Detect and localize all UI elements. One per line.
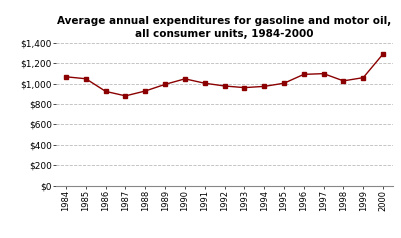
Title: Average annual expenditures for gasoline and motor oil,
all consumer units, 1984: Average annual expenditures for gasoline… <box>57 16 392 39</box>
